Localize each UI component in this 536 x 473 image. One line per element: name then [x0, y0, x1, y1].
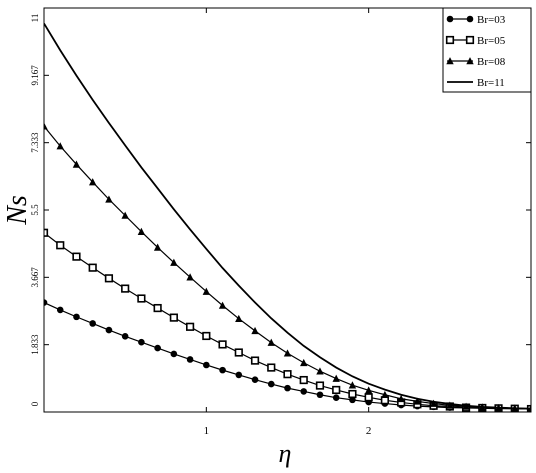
- marker: [121, 284, 130, 293]
- marker: [89, 178, 97, 186]
- marker: [251, 376, 259, 383]
- marker: [348, 389, 357, 399]
- x-axis-label: η: [279, 439, 292, 468]
- legend-label: Br=05: [477, 35, 506, 47]
- y-tick-label: 9.167: [30, 65, 40, 86]
- marker: [446, 15, 454, 23]
- plot-area: [44, 22, 531, 412]
- marker: [315, 381, 325, 390]
- marker: [186, 322, 195, 331]
- marker: [104, 274, 114, 283]
- y-tick-label: 0: [30, 401, 40, 406]
- marker: [153, 243, 162, 251]
- marker: [316, 367, 324, 375]
- marker: [137, 227, 146, 235]
- x-tick-label: 1: [204, 425, 210, 437]
- series-line: [44, 232, 531, 410]
- marker: [73, 313, 80, 321]
- marker: [364, 386, 373, 394]
- marker: [138, 338, 145, 346]
- plot-frame: [43, 7, 532, 413]
- marker: [300, 388, 308, 395]
- marker: [332, 394, 340, 401]
- marker: [283, 349, 292, 357]
- y-axis-label: Ns: [2, 195, 33, 226]
- marker: [170, 258, 178, 266]
- legend-label: Br=08: [477, 56, 506, 68]
- marker: [413, 397, 422, 405]
- marker: [105, 326, 113, 334]
- legend-label: Br=11: [477, 77, 505, 89]
- marker: [267, 380, 275, 388]
- marker: [44, 299, 48, 306]
- marker: [153, 303, 162, 313]
- y-tick-label: 1.833: [30, 334, 40, 355]
- marker: [364, 393, 373, 402]
- marker: [56, 142, 64, 150]
- marker: [300, 358, 308, 367]
- marker: [466, 15, 474, 23]
- legend-label: Br=03: [477, 14, 506, 26]
- marker: [186, 356, 194, 363]
- marker: [235, 314, 243, 323]
- marker: [169, 313, 178, 322]
- marker: [202, 331, 211, 341]
- marker: [218, 340, 227, 349]
- marker: [267, 363, 276, 372]
- marker: [299, 375, 308, 385]
- marker: [72, 160, 81, 168]
- marker: [121, 211, 129, 219]
- marker: [349, 396, 356, 404]
- marker: [316, 391, 324, 399]
- marker: [203, 361, 210, 369]
- marker: [89, 320, 96, 327]
- marker: [56, 241, 65, 250]
- y-tick-label: 5.5: [30, 204, 40, 216]
- marker: [348, 381, 357, 389]
- marker: [186, 273, 194, 281]
- marker: [154, 344, 161, 352]
- marker: [250, 356, 260, 365]
- marker: [397, 394, 405, 403]
- y-tick-label: 3.667: [30, 267, 40, 288]
- marker: [219, 366, 226, 374]
- marker: [234, 348, 243, 357]
- marker: [137, 294, 146, 303]
- marker: [105, 195, 113, 203]
- marker: [283, 370, 292, 379]
- marker: [56, 306, 64, 314]
- marker: [202, 287, 211, 295]
- marker: [446, 401, 454, 409]
- marker: [429, 399, 438, 407]
- marker: [332, 385, 341, 395]
- legend-box: [442, 7, 532, 93]
- y-tick-label: 7.333: [30, 132, 40, 153]
- marker: [44, 122, 48, 130]
- marker: [381, 390, 389, 399]
- marker: [446, 57, 454, 65]
- marker: [332, 374, 340, 382]
- marker: [465, 35, 475, 45]
- y-tick-label: 11: [30, 14, 40, 23]
- marker: [235, 371, 243, 379]
- marker: [121, 333, 129, 340]
- marker: [284, 384, 291, 392]
- marker: [88, 263, 97, 272]
- marker: [267, 338, 275, 346]
- marker: [218, 301, 227, 309]
- marker: [72, 252, 81, 261]
- marker: [466, 57, 474, 65]
- x-tick-label: 2: [366, 425, 372, 437]
- marker: [445, 35, 455, 45]
- marker: [170, 350, 178, 358]
- series-line: [44, 22, 531, 410]
- marker: [251, 326, 259, 335]
- series-line: [44, 125, 531, 410]
